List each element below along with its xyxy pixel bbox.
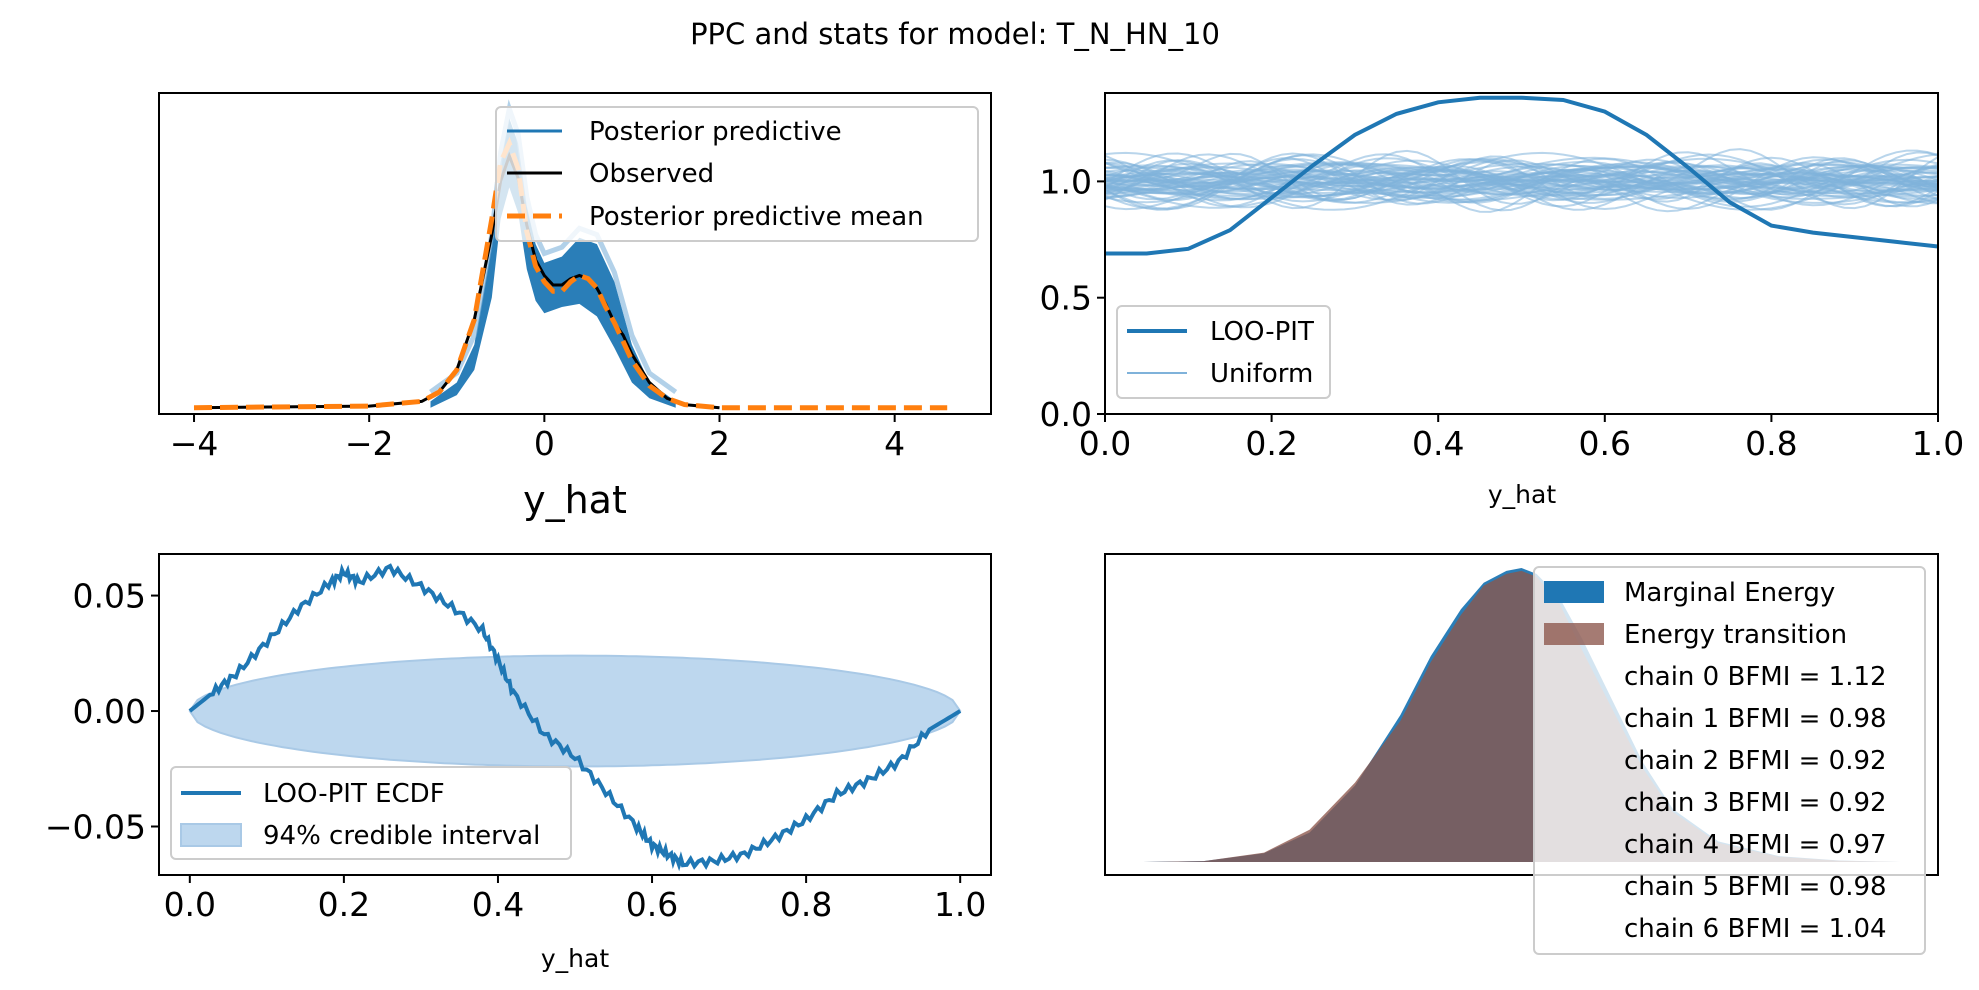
legend-label-observed: Observed xyxy=(589,159,714,189)
ppc-x-tick-label: 2 xyxy=(709,424,730,463)
loo-pit-ecdf-y-tick-label: 0.05 xyxy=(73,577,146,616)
legend-label-posterior-predictive-mean: Posterior predictive mean xyxy=(589,202,924,232)
energy-transition-area xyxy=(1143,570,1900,862)
legend-bfmi-chain-2: chain 2 BFMI = 0.92 xyxy=(1624,746,1887,776)
loo-pit-ecdf-y-tick-label: −0.05 xyxy=(45,808,146,847)
loo-pit-plot-area xyxy=(1104,95,1939,256)
legend-label-marginal-energy: Marginal Energy xyxy=(1624,578,1835,608)
ppc-frame xyxy=(158,92,992,415)
loo-pit-ecdf-x-tick-label: 0.2 xyxy=(318,885,370,924)
legend-swatch-energy-transition xyxy=(1544,623,1604,645)
posterior-predictive-band xyxy=(430,118,676,408)
uniform-line xyxy=(1104,159,1939,204)
legend-bfmi-chain-3: chain 3 BFMI = 0.92 xyxy=(1624,788,1887,818)
energy-frame xyxy=(1104,553,1939,876)
loo-pit-x-tick-label: 0.8 xyxy=(1745,424,1797,463)
loo-pit-x-tick-label: 1.0 xyxy=(1912,424,1964,463)
loo-pit-x-tick-label: 0.0 xyxy=(1079,424,1131,463)
legend-label-credible-interval: 94% credible interval xyxy=(263,821,540,851)
loo-pit-ecdf-line xyxy=(188,563,962,872)
uniform-line xyxy=(1104,170,1939,194)
loo-pit-xlabel: y_hat xyxy=(1488,480,1556,509)
energy-panel: Marginal Energy Energy transition chain 0 … xyxy=(1104,553,1939,955)
uniform-line xyxy=(1104,163,1939,200)
loo-pit-ecdf-x-tick-label: 0.4 xyxy=(472,885,524,924)
legend-swatch-marginal-energy xyxy=(1544,581,1604,603)
legend-label-loo-pit-ecdf: LOO-PIT ECDF xyxy=(263,779,445,809)
loo-pit-frame xyxy=(1104,92,1939,415)
uniform-line xyxy=(1104,161,1939,201)
ppc-panel: −4 −2 0 2 4 y_hat Posterior predictive Observ… xyxy=(158,92,992,522)
loo-pit-x-tick-label: 0.2 xyxy=(1245,424,1297,463)
legend-label-posterior-predictive: Posterior predictive xyxy=(589,117,842,147)
uniform-line xyxy=(1104,162,1939,199)
loo-pit-y-ticks: 0.0 0.5 1.0 xyxy=(1040,162,1105,434)
loo-pit-ecdf-plot-area xyxy=(188,563,962,872)
loo-pit-x-tick-label: 0.4 xyxy=(1412,424,1464,463)
loo-pit-legend: LOO-PIT Uniform xyxy=(1116,305,1331,399)
loo-pit-y-tick-label: 0.5 xyxy=(1040,279,1092,318)
legend-bfmi-chain-5: chain 5 BFMI = 0.98 xyxy=(1624,872,1887,902)
loo-pit-ecdf-xlabel: y_hat xyxy=(541,944,609,973)
loo-pit-ecdf-x-tick-label: 0.6 xyxy=(626,885,678,924)
energy-legend-box xyxy=(1533,566,1926,955)
ppc-x-ticks: −4 −2 0 2 4 xyxy=(170,414,905,463)
loo-pit-ecdf-y-tick-label: 0.00 xyxy=(73,692,146,731)
loo-pit-y-tick-label: 0.0 xyxy=(1040,395,1092,434)
loo-pit-ecdf-x-ticks: 0.0 0.2 0.4 0.6 0.8 1.0 xyxy=(164,875,986,924)
ppc-x-tick-label: 0 xyxy=(534,424,555,463)
ppc-legend-box xyxy=(495,106,979,242)
posterior-predictive-mean-line xyxy=(193,136,948,411)
energy-legend: Marginal Energy Energy transition chain 0 … xyxy=(1533,566,1926,955)
legend-swatch-credible-interval xyxy=(180,823,242,847)
figure-title: PPC and stats for model: T_N_HN_10 xyxy=(690,17,1220,51)
uniform-line xyxy=(1104,165,1939,197)
legend-bfmi-chain-0: chain 0 BFMI = 1.12 xyxy=(1624,662,1887,692)
loo-pit-panel: 0.0 0.2 0.4 0.6 0.8 1.0 0.0 0.5 1.0 y_hat LOO-P… xyxy=(1040,92,1964,509)
loo-pit-line xyxy=(1105,95,1939,256)
loo-pit-y-tick-label: 1.0 xyxy=(1040,162,1092,201)
uniform-line xyxy=(1104,157,1939,209)
legend-label-loo-pit: LOO-PIT xyxy=(1210,317,1314,347)
loo-pit-ecdf-x-tick-label: 0.8 xyxy=(780,885,832,924)
loo-pit-ecdf-panel: 0.0 0.2 0.4 0.6 0.8 1.0 0.05 0.00 −0.05 y_hat L… xyxy=(45,553,992,973)
loo-pit-ecdf-legend: LOO-PIT ECDF 94% credible interval xyxy=(170,766,572,860)
ppc-xlabel: y_hat xyxy=(523,478,627,522)
legend-bfmi-chain-6: chain 6 BFMI = 1.04 xyxy=(1624,914,1887,944)
ppc-x-tick-label: −4 xyxy=(170,424,219,463)
legend-label-energy-transition: Energy transition xyxy=(1624,620,1847,650)
loo-pit-ecdf-x-tick-label: 1.0 xyxy=(934,885,986,924)
ppc-x-tick-label: 4 xyxy=(884,424,905,463)
uniform-line xyxy=(1104,161,1939,208)
legend-bfmi-chain-1: chain 1 BFMI = 0.98 xyxy=(1624,704,1887,734)
loo-pit-ecdf-legend-box xyxy=(170,766,572,860)
legend-label-uniform: Uniform xyxy=(1210,359,1313,389)
ppc-legend: Posterior predictive Observed Posterior pr… xyxy=(495,106,979,242)
legend-bfmi-chain-4: chain 4 BFMI = 0.97 xyxy=(1624,830,1887,860)
ppc-x-tick-label: −2 xyxy=(345,424,394,463)
energy-plot-area xyxy=(1143,568,1900,862)
credible-interval-band xyxy=(188,654,962,768)
loo-pit-ecdf-x-tick-label: 0.0 xyxy=(164,885,216,924)
loo-pit-ecdf-frame xyxy=(158,553,992,876)
loo-pit-x-ticks: 0.0 0.2 0.4 0.6 0.8 1.0 xyxy=(1079,414,1964,463)
loo-pit-ecdf-y-ticks: 0.05 0.00 −0.05 xyxy=(45,577,159,847)
loo-pit-x-tick-label: 0.6 xyxy=(1579,424,1631,463)
